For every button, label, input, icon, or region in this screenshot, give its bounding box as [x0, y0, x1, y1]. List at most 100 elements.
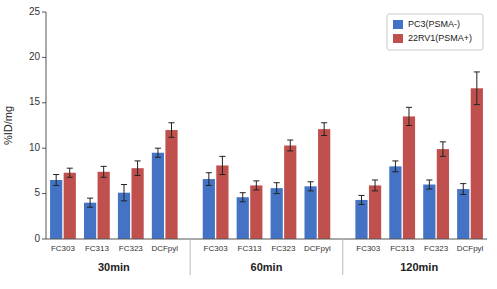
y-tick-label: 0	[34, 233, 40, 244]
error-bar	[308, 182, 314, 191]
x-axis-line	[46, 239, 487, 240]
legend-swatch	[393, 20, 403, 29]
x-tick-label: FC323	[119, 244, 144, 253]
group-label: 60min	[251, 261, 283, 273]
error-cap	[240, 201, 246, 202]
error-cap	[274, 193, 280, 194]
bar	[403, 116, 415, 239]
error-bar	[274, 183, 280, 194]
error-cap	[274, 182, 280, 183]
error-cap	[206, 185, 212, 186]
error-line	[395, 161, 396, 172]
error-line	[256, 181, 257, 190]
x-tick-label: FC313	[85, 244, 110, 253]
error-bar	[440, 142, 446, 157]
error-line	[476, 72, 477, 105]
bar	[369, 185, 381, 239]
error-bar	[321, 123, 327, 136]
error-cap	[308, 190, 314, 191]
error-line	[103, 166, 104, 177]
bar	[216, 165, 228, 239]
y-tick	[42, 193, 46, 194]
error-bar	[240, 193, 246, 202]
error-cap	[460, 183, 466, 184]
bar	[355, 200, 367, 239]
y-tick-label: 5	[34, 187, 40, 198]
error-bar	[67, 168, 73, 177]
x-tick-label: DCFpyl	[304, 244, 331, 253]
group-label: 120min	[400, 261, 438, 273]
bar	[457, 189, 469, 239]
error-cap	[372, 179, 378, 180]
error-line	[276, 183, 277, 194]
error-cap	[406, 107, 412, 108]
x-tick-label: FC303	[51, 244, 76, 253]
legend-label: 22RV1(PSMA+)	[408, 33, 472, 43]
error-cap	[460, 194, 466, 195]
error-cap	[101, 166, 107, 167]
bar	[389, 166, 401, 239]
group-label: 30min	[98, 261, 130, 273]
error-cap	[308, 181, 314, 182]
error-cap	[372, 190, 378, 191]
error-line	[222, 156, 223, 174]
bar	[250, 185, 262, 239]
y-tick	[42, 102, 46, 103]
error-bar	[392, 161, 398, 172]
y-tick	[42, 12, 46, 13]
x-tick-label: FC313	[390, 244, 415, 253]
bar	[304, 186, 316, 239]
error-cap	[67, 168, 73, 169]
legend-box	[387, 14, 483, 50]
y-tick-label: 25	[29, 6, 41, 17]
bar	[237, 197, 249, 239]
error-cap	[53, 185, 59, 186]
y-axis-label: %ID/mg	[2, 106, 14, 145]
x-tick-label: FC303	[356, 244, 381, 253]
x-tick-label: FC303	[204, 244, 229, 253]
error-cap	[358, 204, 364, 205]
error-cap	[135, 175, 141, 176]
error-bar	[101, 166, 107, 177]
bar	[471, 88, 483, 239]
legend-swatch	[393, 34, 403, 43]
y-tick	[42, 57, 46, 58]
bar	[318, 129, 330, 239]
error-cap	[155, 148, 161, 149]
error-line	[124, 185, 125, 201]
error-cap	[440, 156, 446, 157]
error-bar	[87, 198, 93, 207]
error-cap	[67, 177, 73, 178]
error-bar	[253, 181, 259, 190]
error-bar	[460, 184, 466, 195]
bar	[84, 203, 96, 239]
bar	[50, 180, 62, 239]
error-cap	[87, 198, 93, 199]
y-tick-label: 10	[29, 142, 41, 153]
error-cap	[321, 122, 327, 123]
error-cap	[53, 174, 59, 175]
chart: 0510152025%ID/mgFC303FC313FC323DCFpylFC3…	[0, 0, 497, 289]
error-cap	[87, 207, 93, 208]
bar	[284, 145, 296, 239]
error-cap	[287, 140, 293, 141]
error-cap	[253, 189, 259, 190]
bar	[437, 149, 449, 239]
error-cap	[474, 104, 480, 105]
error-cap	[426, 179, 432, 180]
error-cap	[426, 189, 432, 190]
error-bar	[287, 140, 293, 151]
error-line	[171, 123, 172, 138]
error-line	[375, 180, 376, 191]
x-tick-label: FC323	[424, 244, 449, 253]
error-cap	[287, 150, 293, 151]
error-cap	[253, 180, 259, 181]
error-line	[157, 148, 158, 157]
legend: PC3(PSMA-)22RV1(PSMA+)	[387, 14, 483, 50]
error-line	[56, 175, 57, 186]
error-bar	[135, 161, 141, 176]
error-bar	[358, 195, 364, 204]
error-cap	[392, 160, 398, 161]
y-tick	[42, 148, 46, 149]
error-line	[69, 168, 70, 177]
